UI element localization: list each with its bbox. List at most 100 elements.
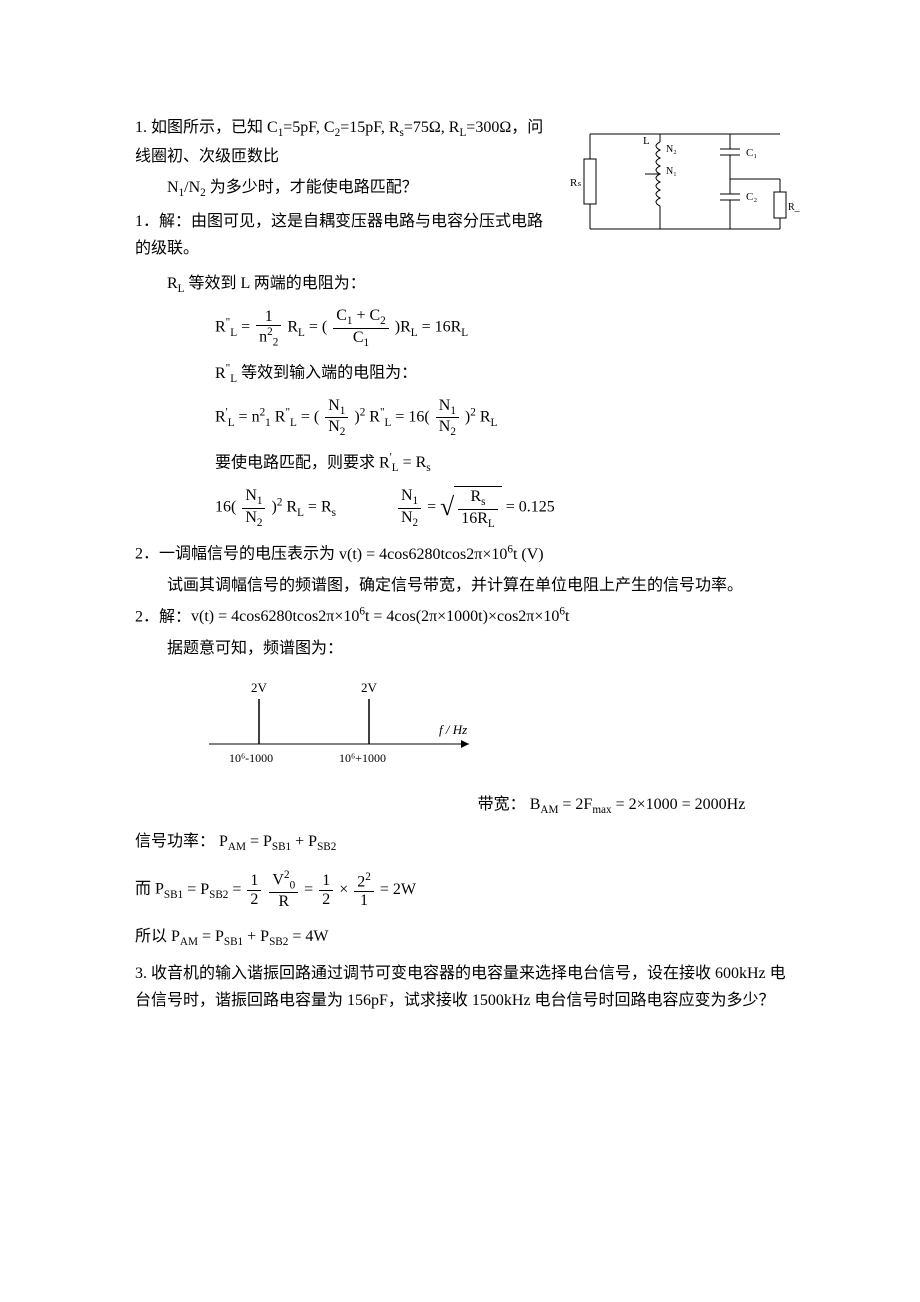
eq3-rs-sub2: s [481, 497, 485, 509]
q1-l1c: =15pF, R [340, 119, 399, 136]
eq2-rpp2-l: L [385, 417, 392, 429]
eq3-den1: N2 [242, 509, 265, 530]
eq2-n2b-sub: 2 [450, 426, 456, 438]
eq3-val: = 0.125 [506, 499, 555, 516]
bw-max: max [592, 804, 611, 816]
a1-p3a: R [215, 365, 226, 382]
circuit-n1-label: N₁ [666, 166, 677, 177]
eq2-n1b-sub: 1 [450, 405, 456, 417]
eq2-sq2: 2 [470, 406, 476, 418]
eq2-frac1: N1 N2 [325, 397, 348, 439]
eq3-num1: N1 [242, 487, 265, 509]
a2-p1b: v(t) = 4cos6280tcos2π×10 [191, 608, 359, 625]
pw-p3a: 所以 P [135, 928, 180, 945]
eq2-rp: R [215, 408, 226, 425]
eq3-16rl-sub: L [488, 518, 495, 530]
eq2-n1b: N [439, 397, 451, 414]
power-p2: 而 PSB1 = PSB2 = 1 2 V20 R = 1 2 × 22 1 =… [135, 869, 800, 910]
bw-rest: = 2F [558, 796, 592, 813]
pw-p3d: = 4W [288, 928, 328, 945]
q1-l1a: 1. 如图所示，已知 C [135, 119, 278, 136]
pw-sb2: SB2 [317, 841, 336, 853]
sub-l2: L [178, 283, 185, 295]
eq3-num3: Rs [458, 488, 498, 510]
eq2-n1sub: 1 [265, 417, 271, 429]
eq2-16: = 16( [395, 408, 429, 425]
eq2-n1a-sub: 1 [340, 405, 346, 417]
eq3-frac1: N1 N2 [242, 487, 265, 529]
power-p1: 信号功率： PAM = PSB1 + PSB2 [135, 828, 800, 857]
eq2-n1a: N [328, 397, 340, 414]
pw-num4: 22 [354, 871, 374, 892]
eq3-eqrs: = R [308, 499, 332, 516]
eq3-rs-sub: s [332, 507, 336, 519]
a1-p2a: R [167, 275, 178, 292]
bw-am: AM [540, 804, 558, 816]
eq1-open: = ( [309, 319, 327, 336]
a1-p4-txt: 要使电路匹配，则要求 R [215, 454, 390, 471]
pw-sb2c: SB2 [269, 936, 288, 948]
q1-l2a: N [167, 179, 179, 196]
eq1-frac2: C1 + C2 C1 [333, 307, 389, 349]
a1-p4-s: s [426, 462, 430, 474]
spectrum-diagram: 2V 2V f / Hz 10⁶-1000 10⁶+1000 [199, 674, 800, 783]
eq3-16: 16( [215, 499, 236, 516]
pw-den2: R [269, 893, 298, 911]
pw-den4: 1 [354, 892, 374, 910]
eq1-r: R [215, 319, 226, 336]
eq1-16: = 16R [422, 319, 462, 336]
eq3-n2b: N [401, 509, 413, 526]
eq2-sq1: 2 [360, 406, 366, 418]
eq3-left: 16( N1 N2 )2 RL = Rs [215, 487, 336, 529]
eq1-eq: = [241, 319, 254, 336]
circuit-rs-label: Rₛ [570, 177, 581, 189]
eq3-num2: N1 [398, 487, 421, 509]
spectrum-svg: 2V 2V f / Hz 10⁶-1000 10⁶+1000 [199, 674, 499, 774]
pw-sb2b: SB2 [209, 889, 228, 901]
eq2-rpp-l: L [290, 417, 297, 429]
a1-p4-l: L [392, 462, 399, 474]
eq1-plus: + C [352, 307, 380, 324]
eq2-open: = ( [301, 408, 319, 425]
a2-p1c: t = 4cos(2π×1000t)×cos2π×10 [365, 608, 559, 625]
eq3-rs: R [470, 488, 481, 505]
q2-p2: 试画其调幅信号的频谱图，确定信号带宽，并计算在单位电阻上产生的信号功率。 [135, 572, 800, 599]
eq1-n-sub: 2 [273, 337, 279, 349]
pw-frac2: V20 R [269, 869, 298, 910]
eq1-den2: C1 [333, 329, 389, 350]
eq3-frac2: N1 N2 [398, 487, 421, 529]
pw-2w: = 2W [380, 881, 416, 898]
eq1-c1d: C [353, 329, 364, 346]
eq1-c2-sub: 2 [380, 315, 386, 327]
q2-p1a: 2．一调幅信号的电压表示为 [135, 546, 339, 563]
eq3-den3: 16RL [458, 510, 498, 531]
pw-v0: V [272, 872, 284, 889]
pw-sb1b: SB1 [164, 889, 183, 901]
q1-l2c: 为多少时，才能使电路匹配？ [206, 179, 418, 196]
a2-p1: 2．解：v(t) = 4cos6280tcos2π×106t = 4cos(2π… [135, 603, 800, 631]
power-p3: 所以 PAM = PSB1 + PSB2 = 4W [135, 923, 800, 952]
eq3-n2a: N [245, 509, 257, 526]
eq2-eq: = n [239, 408, 260, 425]
bw-b: B [530, 796, 541, 813]
spec-v2: 2V [361, 680, 378, 695]
eq1-frac1: 1 n22 [256, 308, 281, 349]
q2-p1b: v(t) = 4cos6280tcos2π×10 [339, 546, 507, 563]
sqrt-icon: √ [440, 485, 454, 529]
eq3-n2a-sub: 2 [257, 517, 263, 529]
eq2-l: L [228, 417, 235, 429]
a1-p2: RL 等效到 L 两端的电阻为： [135, 270, 800, 299]
circuit-n2-label: N₂ [666, 144, 677, 155]
a1-p4: 要使电路匹配，则要求 R'L = Rs [135, 449, 800, 479]
eq3-eq: = [427, 499, 440, 516]
pw-p1c: + P [291, 833, 317, 850]
eq1-n: n [259, 328, 267, 345]
eq2-n2a: N [328, 418, 340, 435]
pw-am: AM [228, 841, 246, 853]
eq3-n1a: N [245, 487, 257, 504]
circuit-c1-label: C₁ [746, 147, 757, 159]
pw-p1b: = P [246, 833, 272, 850]
eq2-den2: N2 [436, 418, 459, 439]
eq3-n1b-sub: 1 [413, 496, 419, 508]
eq1-l: L [230, 327, 237, 339]
